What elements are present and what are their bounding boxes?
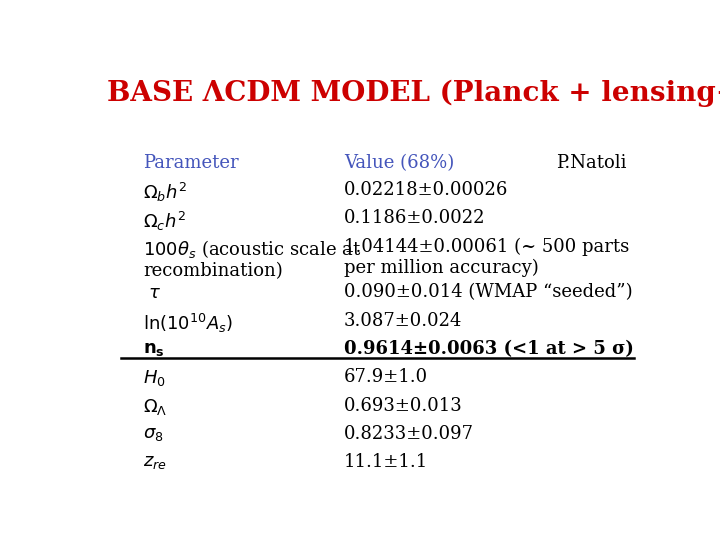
Text: 67.9±1.0: 67.9±1.0 bbox=[344, 368, 428, 386]
Text: 0.090±0.014 (WMAP “seeded”): 0.090±0.014 (WMAP “seeded”) bbox=[344, 284, 632, 301]
Text: $\mathbf{n_s}$: $\mathbf{n_s}$ bbox=[143, 340, 165, 358]
Text: $\ln(10^{10}A_s)$: $\ln(10^{10}A_s)$ bbox=[143, 312, 233, 335]
Text: 1.04144±0.00061 (~ 500 parts
per million accuracy): 1.04144±0.00061 (~ 500 parts per million… bbox=[344, 238, 629, 277]
Text: $\Omega_b h^2$: $\Omega_b h^2$ bbox=[143, 181, 187, 204]
Text: BASE ΛCDM MODEL (Planck + lensing+WP + HL): BASE ΛCDM MODEL (Planck + lensing+WP + H… bbox=[107, 79, 720, 107]
Text: 0.9614±0.0063 (<1 at > 5 σ): 0.9614±0.0063 (<1 at > 5 σ) bbox=[344, 340, 634, 358]
Text: $z_{re}$: $z_{re}$ bbox=[143, 453, 167, 471]
Text: 0.02218±0.00026: 0.02218±0.00026 bbox=[344, 181, 508, 199]
Text: 0.8233±0.097: 0.8233±0.097 bbox=[344, 425, 474, 443]
Text: $H_0$: $H_0$ bbox=[143, 368, 166, 388]
Text: Parameter: Parameter bbox=[143, 154, 238, 172]
Text: Value (68%): Value (68%) bbox=[344, 154, 454, 172]
Text: $\Omega_c h^2$: $\Omega_c h^2$ bbox=[143, 210, 186, 233]
Text: P.Natoli: P.Natoli bbox=[556, 154, 626, 172]
Text: 0.693±0.013: 0.693±0.013 bbox=[344, 396, 463, 415]
Text: 11.1±1.1: 11.1±1.1 bbox=[344, 453, 428, 471]
Text: $\Omega_\Lambda$: $\Omega_\Lambda$ bbox=[143, 396, 168, 416]
Text: $\tau$: $\tau$ bbox=[143, 284, 162, 301]
Text: $100\theta_s$ (acoustic scale at
recombination): $100\theta_s$ (acoustic scale at recombi… bbox=[143, 238, 361, 281]
Text: $\sigma_8$: $\sigma_8$ bbox=[143, 425, 163, 443]
Text: 3.087±0.024: 3.087±0.024 bbox=[344, 312, 462, 330]
Text: 0.1186±0.0022: 0.1186±0.0022 bbox=[344, 210, 485, 227]
